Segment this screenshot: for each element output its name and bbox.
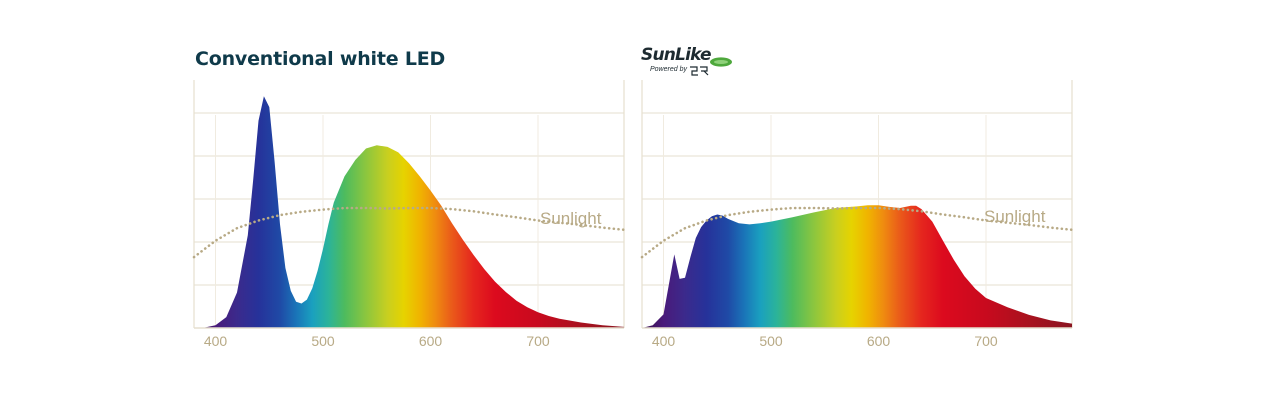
x-tick-label: 400 <box>204 333 228 349</box>
x-tick-label: 700 <box>974 333 998 349</box>
x-tick-label: 500 <box>311 333 335 349</box>
sunlike-logo: SunLike Powered by <box>641 45 741 79</box>
spectrum-area <box>194 96 624 328</box>
sunlight-curve <box>192 206 626 259</box>
spectrum-area <box>642 205 1072 328</box>
chart-panel-sunlike: Sunlight 400 500 600 700 <box>640 80 1074 349</box>
x-tick-label: 700 <box>526 333 550 349</box>
x-tick-label: 500 <box>759 333 783 349</box>
logo-powered-by: Powered by <box>650 66 687 73</box>
green-oval-badge-icon <box>710 57 732 67</box>
maker-mark-icon <box>690 66 709 76</box>
x-tick-label: 600 <box>419 333 443 349</box>
chart-title-conventional: Conventional white LED <box>195 48 446 70</box>
sunlight-label: Sunlight <box>984 207 1046 226</box>
x-tick-label: 400 <box>652 333 676 349</box>
sunlight-label: Sunlight <box>540 209 602 228</box>
chart-panel-conventional: Sunlight 400 500 600 700 <box>192 80 626 349</box>
x-tick-label: 600 <box>867 333 891 349</box>
logo-brand: SunLike <box>641 45 712 65</box>
sunlight-curve <box>640 206 1074 259</box>
